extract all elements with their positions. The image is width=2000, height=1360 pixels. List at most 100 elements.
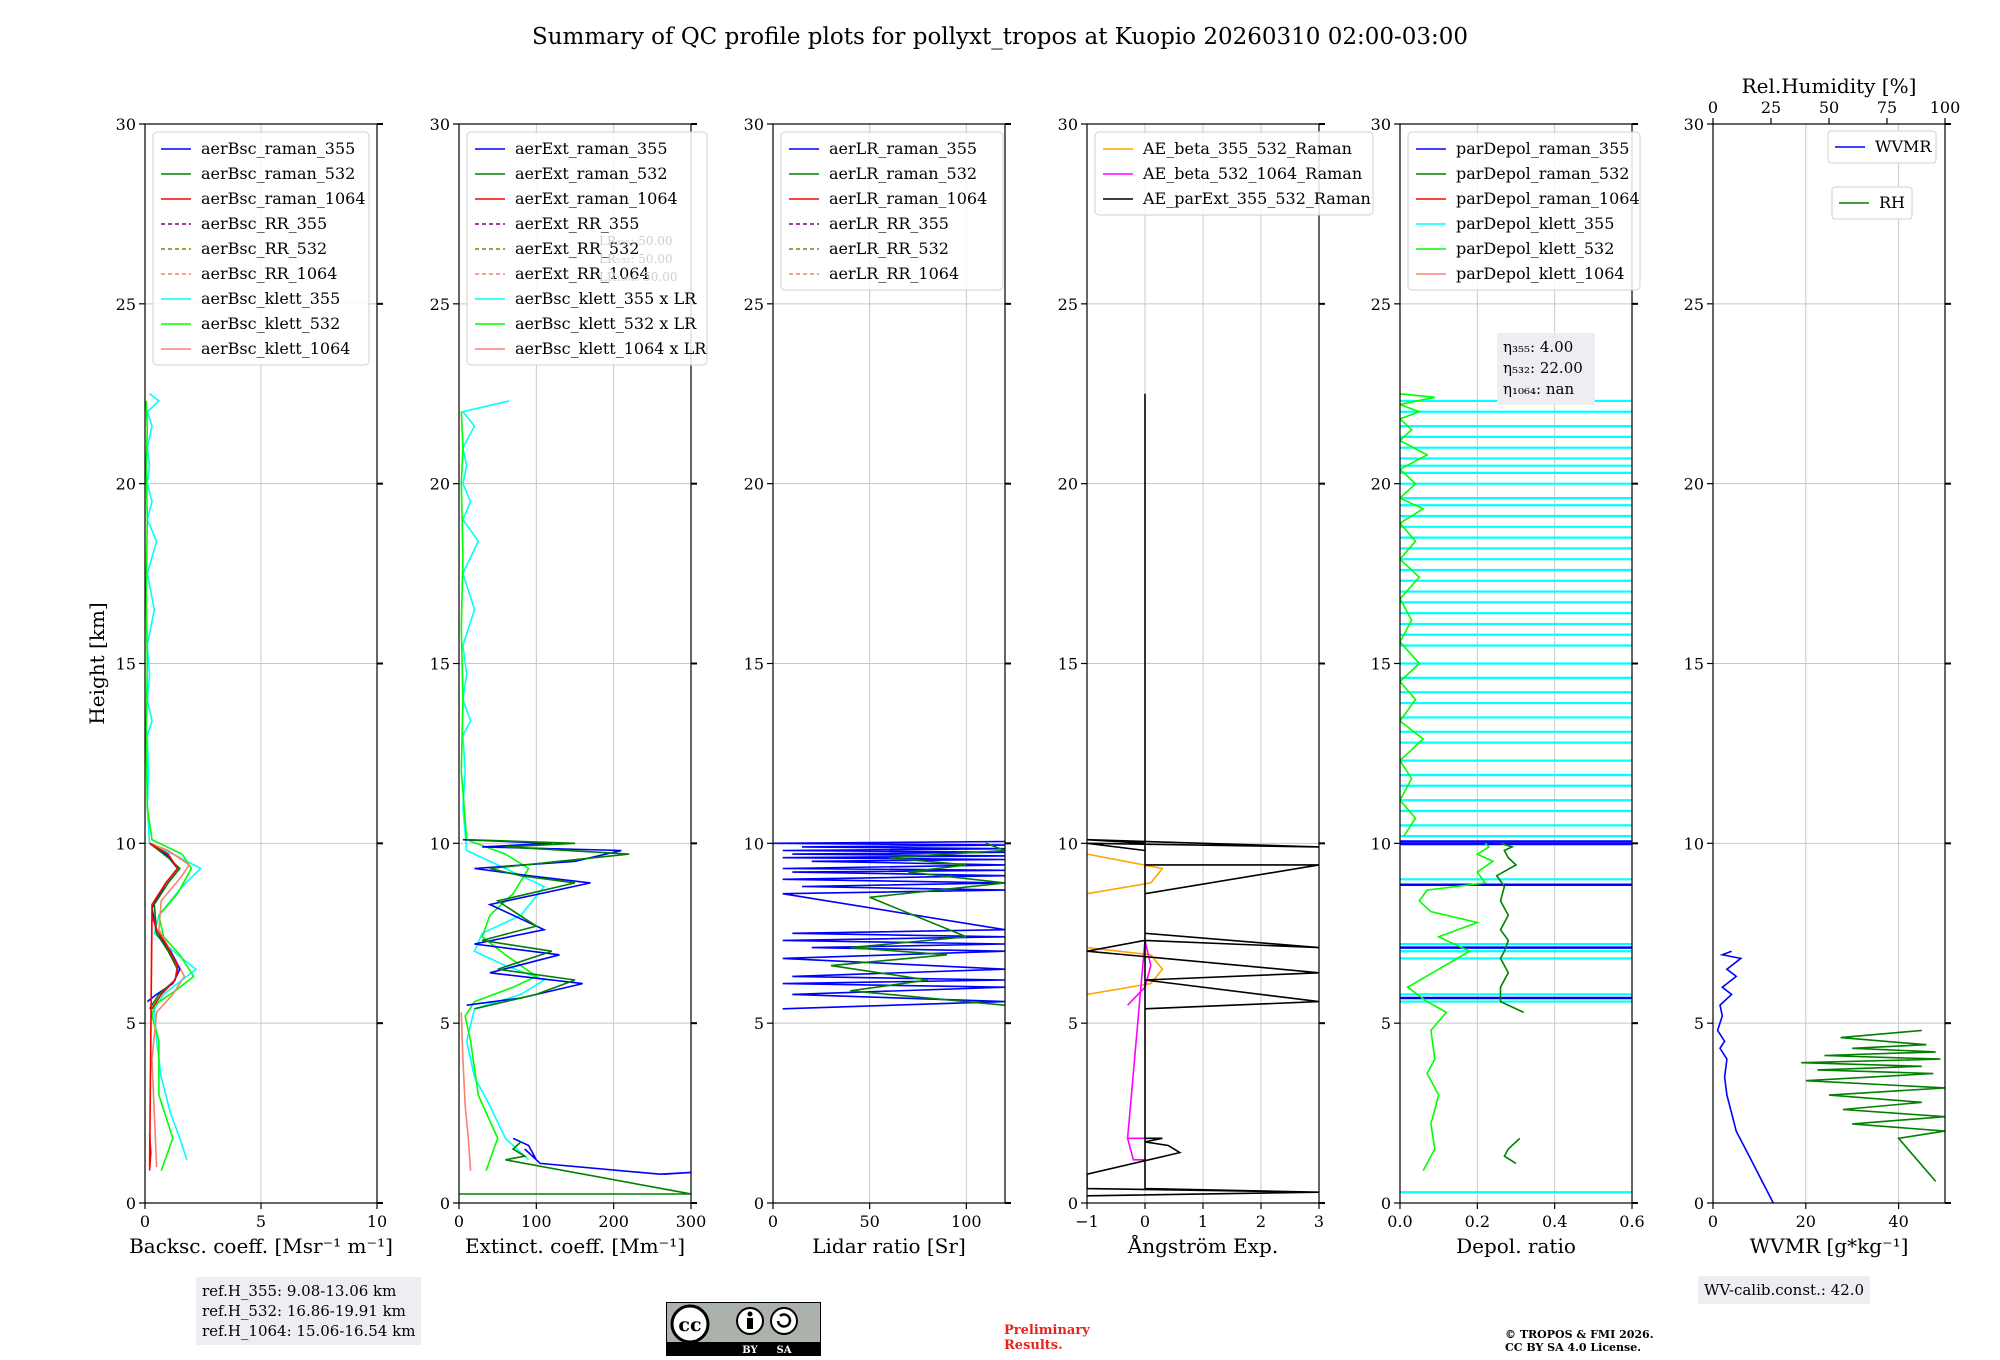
- x-tick-label: 5: [256, 1212, 266, 1231]
- legend-rh-label: RH: [1879, 193, 1905, 212]
- y-tick-label: 25: [1058, 295, 1078, 314]
- y-tick-label: 15: [430, 655, 450, 674]
- legend-label: AE_beta_532_1064_Raman: [1142, 164, 1362, 183]
- y-tick-label: 15: [744, 655, 764, 674]
- series-line-parDepol_klett_532_top: [1400, 393, 1435, 837]
- x-axis-label: WVMR [g*kg⁻¹]: [1750, 1234, 1909, 1258]
- series-line-aerExt_raman_355_low: [512, 1137, 691, 1176]
- x-tick-label: 0.0: [1387, 1212, 1412, 1231]
- y-tick-label: 0: [1694, 1194, 1704, 1213]
- legend-label: aerExt_RR_1064: [515, 264, 650, 283]
- panel-depol: 0 5 10 15 20 25 30 0.0 0.2 0.4 0.6 Depol. ratio parD…: [1371, 115, 1645, 1258]
- y-tick-label: 10: [116, 834, 136, 853]
- series-line-aerLR_raman_532: [830, 842, 1005, 1006]
- x-axis-label: Backsc. coeff. [Msr⁻¹ m⁻¹]: [129, 1234, 393, 1258]
- panel-lr: 0 5 10 15 20 25 30 0 50 100 Lidar ratio [Sr] aerLR_…: [744, 115, 1011, 1258]
- x-axis-label: Ångström Exp.: [1127, 1233, 1278, 1258]
- cc-logo-text: cc: [678, 1314, 701, 1336]
- y-tick-label: 20: [430, 475, 450, 494]
- y-tick-label: 25: [744, 295, 764, 314]
- legend-rh-box: [1831, 186, 1913, 220]
- top-x-tick-label: 100: [1930, 98, 1961, 117]
- preliminary-line-2: Results.: [1004, 1338, 1063, 1353]
- y-tick-label: 30: [430, 115, 450, 134]
- x-tick-label: 0: [768, 1212, 778, 1231]
- series-line-parDepol_raman_532_low: [1503, 1137, 1521, 1165]
- legend-label: aerBsc_klett_1064 x LR: [515, 339, 707, 358]
- y-tick-label: 30: [1058, 115, 1078, 134]
- legend-label: aerBsc_klett_1064: [201, 339, 350, 358]
- y-tick-label: 5: [1694, 1014, 1704, 1033]
- legend-label: aerExt_RR_355: [515, 214, 639, 233]
- legend-label: parDepol_raman_532: [1456, 164, 1629, 183]
- x-tick-label: 300: [676, 1212, 707, 1231]
- y-tick-label: 20: [744, 475, 764, 494]
- series-line-aerBsc_klett_1064 x LR: [460, 1012, 472, 1171]
- y-tick-label: 25: [1684, 295, 1704, 314]
- legend-box: [466, 131, 708, 366]
- legend-box: [1407, 131, 1641, 291]
- series-line-AE_beta_355_532_Raman: [1087, 853, 1164, 996]
- y-tick-label: 30: [744, 115, 764, 134]
- y-tick-label: 0: [1381, 1194, 1391, 1213]
- legend-label: aerLR_RR_532: [829, 239, 949, 258]
- top-x-tick-label: 0: [1708, 98, 1718, 117]
- x-tick-label: 0.2: [1465, 1212, 1490, 1231]
- preliminary-note: Preliminary Results.: [1004, 1323, 1090, 1353]
- series-line-aerBsc_klett_532: [145, 400, 195, 1171]
- series-line-aerBsc_raman_1064: [148, 842, 179, 1168]
- legend-label: parDepol_raman_1064: [1456, 189, 1640, 208]
- ref-height-355: ref.H_355: 9.08-13.06 km: [202, 1282, 397, 1300]
- ref-heights-box: ref.H_355: 9.08-13.06 km ref.H_532: 16.8…: [196, 1277, 422, 1345]
- y-tick-label: 5: [754, 1014, 764, 1033]
- lr-label: LR₃₅₅: 50.00: [599, 234, 673, 248]
- legend-label: aerExt_RR_532: [515, 239, 639, 258]
- x-tick-label: 100: [521, 1212, 552, 1231]
- y-tick-label: 0: [754, 1194, 764, 1213]
- y-tick-label: 30: [116, 115, 136, 134]
- series-line-parDepol_klett_532: [1406, 842, 1495, 1171]
- y-tick-label: 15: [1058, 655, 1078, 674]
- x-tick-label: 0.6: [1619, 1212, 1644, 1231]
- legend-label: parDepol_raman_355: [1456, 139, 1629, 158]
- legend-label: aerBsc_RR_355: [201, 214, 327, 233]
- legend-box: [152, 131, 370, 366]
- y-tick-label: 0: [440, 1194, 450, 1213]
- cc-by-sa-license-icon: cc BY SA: [666, 1302, 821, 1356]
- top-x-tick-label: 25: [1761, 98, 1781, 117]
- x-axis-label: Lidar ratio [Sr]: [812, 1234, 966, 1258]
- series-line-RH: [1801, 1029, 1945, 1182]
- legend-label: aerExt_raman_1064: [515, 189, 678, 208]
- y-tick-label: 5: [440, 1014, 450, 1033]
- copyright-line-1: © TROPOS & FMI 2026.: [1505, 1328, 1654, 1341]
- x-tick-label: 0: [1708, 1212, 1718, 1231]
- y-tick-label: 15: [116, 655, 136, 674]
- cc-by-text: BY: [742, 1345, 758, 1356]
- legend-label: aerLR_raman_532: [829, 164, 977, 183]
- y-tick-label: 20: [1684, 475, 1704, 494]
- x-tick-label: 0: [140, 1212, 150, 1231]
- wv-calib-const: WV-calib.const.: 42.0: [1704, 1281, 1865, 1299]
- y-tick-label: 25: [1371, 295, 1391, 314]
- legend-label: parDepol_klett_355: [1456, 214, 1614, 233]
- figure-title: Summary of QC profile plots for pollyxt_…: [532, 24, 1468, 50]
- y-tick-label: 10: [1371, 834, 1391, 853]
- y-tick-label: 0: [126, 1194, 136, 1213]
- series-line-aerBsc_klett_355: [146, 393, 203, 1161]
- x-tick-label: −1: [1075, 1212, 1099, 1231]
- series-line-AE_parExt_355_532_Raman: [1087, 393, 1319, 1197]
- y-tick-label: 10: [430, 834, 450, 853]
- ref-height-532: ref.H_532: 16.86-19.91 km: [202, 1302, 406, 1320]
- x-tick-label: 10: [367, 1212, 387, 1231]
- y-tick-label: 25: [116, 295, 136, 314]
- lr-label: LR₁₀₆₄: 50.00: [599, 270, 677, 284]
- x-tick-label: 100: [951, 1212, 982, 1231]
- copyright-note: © TROPOS & FMI 2026. CC BY SA 4.0 Licens…: [1505, 1328, 1654, 1354]
- legend-wvmr-label: WVMR: [1875, 137, 1932, 156]
- y-tick-label: 30: [1371, 115, 1391, 134]
- y-tick-label: 30: [1684, 115, 1704, 134]
- series-line-parDepol_raman_532: [1495, 842, 1525, 1014]
- legend-label: aerBsc_RR_1064: [201, 264, 337, 283]
